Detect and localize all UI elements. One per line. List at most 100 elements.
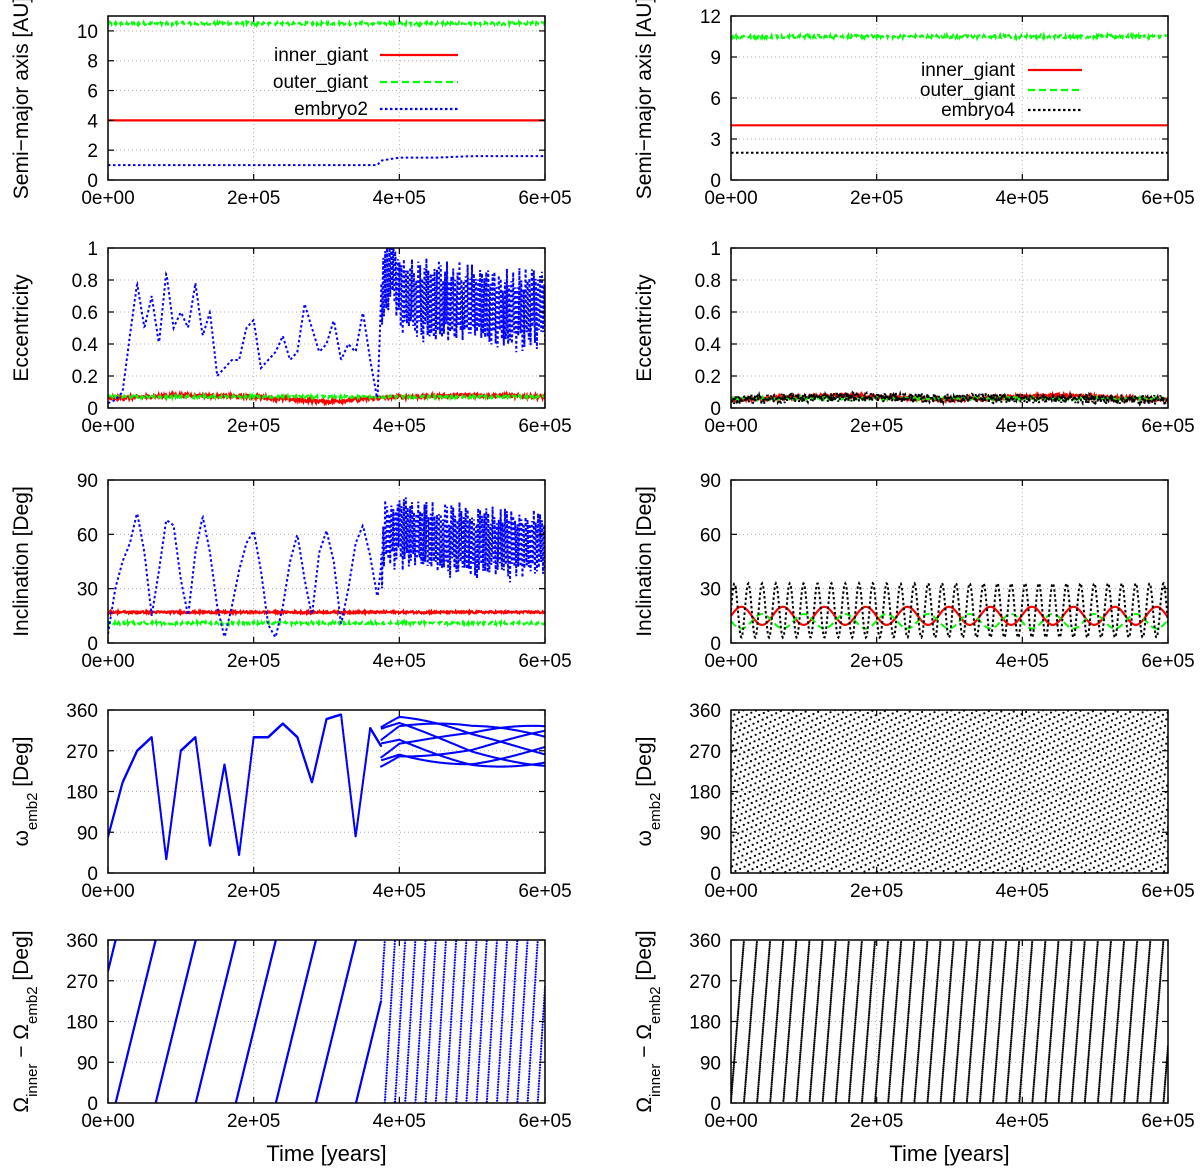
data-point	[879, 736, 882, 739]
data-point	[805, 776, 808, 779]
data-point	[993, 840, 996, 843]
data-point	[810, 840, 813, 843]
data-point	[733, 713, 736, 716]
data-area	[731, 581, 1168, 640]
data-point	[1058, 804, 1061, 807]
data-point	[979, 828, 982, 832]
data-point	[918, 862, 922, 866]
data-point	[821, 823, 825, 826]
data-point	[900, 847, 904, 850]
data-point	[825, 730, 829, 734]
data-point	[961, 716, 964, 719]
data-point	[1017, 847, 1020, 850]
data-point	[752, 771, 755, 774]
data-point	[866, 850, 870, 853]
data-point	[847, 841, 850, 844]
x-tick-label: 4e+05	[996, 416, 1049, 437]
data-point	[769, 745, 772, 748]
data-point	[875, 756, 878, 759]
data-point	[768, 842, 771, 845]
data-point	[955, 797, 958, 800]
data-point	[884, 800, 887, 803]
data-point	[935, 722, 938, 725]
data-point	[746, 870, 750, 873]
data-point	[786, 809, 790, 812]
data-point	[891, 827, 895, 830]
data-point	[879, 826, 882, 829]
y-tick-label: 4	[87, 111, 98, 132]
data-point	[818, 794, 821, 797]
data-point	[792, 752, 796, 755]
data-point	[898, 721, 901, 724]
data-point	[781, 842, 784, 845]
data-point	[954, 755, 957, 758]
data-point	[821, 781, 824, 784]
data-point	[869, 764, 872, 768]
data-point	[777, 771, 780, 774]
data-point	[781, 769, 784, 772]
data-point	[936, 739, 939, 743]
data-point	[1059, 846, 1062, 849]
data-point	[827, 724, 830, 727]
data-point	[790, 813, 793, 817]
data-point	[773, 839, 776, 843]
data-point	[876, 846, 879, 849]
data-point	[993, 725, 996, 728]
data-point	[899, 853, 902, 856]
data-point	[924, 805, 928, 808]
data-point	[984, 820, 987, 823]
data-point	[823, 792, 826, 795]
data-point	[892, 844, 896, 847]
x-tick-label: 6e+05	[518, 188, 571, 209]
data-point	[969, 718, 972, 721]
data-point	[960, 771, 963, 774]
data-point	[791, 855, 794, 858]
data-point	[814, 796, 817, 799]
data-point	[771, 731, 774, 735]
data-point	[755, 727, 759, 730]
data-point	[1030, 841, 1034, 844]
data-point	[1066, 733, 1069, 737]
data-point	[797, 725, 800, 729]
data-point	[939, 792, 942, 796]
data-point	[862, 852, 865, 856]
data-point	[855, 753, 858, 756]
data-point	[797, 774, 800, 777]
data-point	[1078, 806, 1081, 810]
data-point	[862, 738, 865, 741]
data-point	[783, 756, 787, 759]
y-tick-label: 0.6	[72, 303, 98, 324]
data-point	[959, 843, 962, 847]
data-point	[840, 856, 844, 859]
data-point	[896, 849, 899, 852]
data-point	[980, 773, 983, 777]
data-point	[992, 846, 995, 849]
data-point	[887, 780, 890, 783]
data-point	[777, 747, 780, 750]
data-point	[845, 854, 848, 857]
y-tick-label: 0	[87, 864, 98, 885]
data-point	[934, 843, 938, 846]
data-point	[1071, 731, 1074, 734]
data-point	[837, 761, 840, 765]
data-point	[951, 841, 955, 844]
data-point	[1007, 737, 1011, 740]
data-point	[1047, 863, 1050, 866]
data-point	[997, 747, 1000, 751]
data-point	[1058, 731, 1061, 734]
data-point	[947, 746, 951, 749]
data-point	[956, 839, 959, 842]
data-point	[873, 745, 876, 748]
data-point	[831, 860, 835, 864]
data-point	[1005, 774, 1008, 777]
data-point	[733, 779, 737, 782]
data-point	[1047, 724, 1050, 727]
data-point	[813, 754, 816, 758]
data-point	[967, 870, 970, 873]
data-point	[759, 870, 762, 873]
data-point	[1028, 805, 1032, 808]
data-point	[986, 765, 989, 768]
data-point	[1050, 801, 1053, 805]
data-point	[1027, 788, 1031, 791]
data-point	[1022, 772, 1025, 775]
